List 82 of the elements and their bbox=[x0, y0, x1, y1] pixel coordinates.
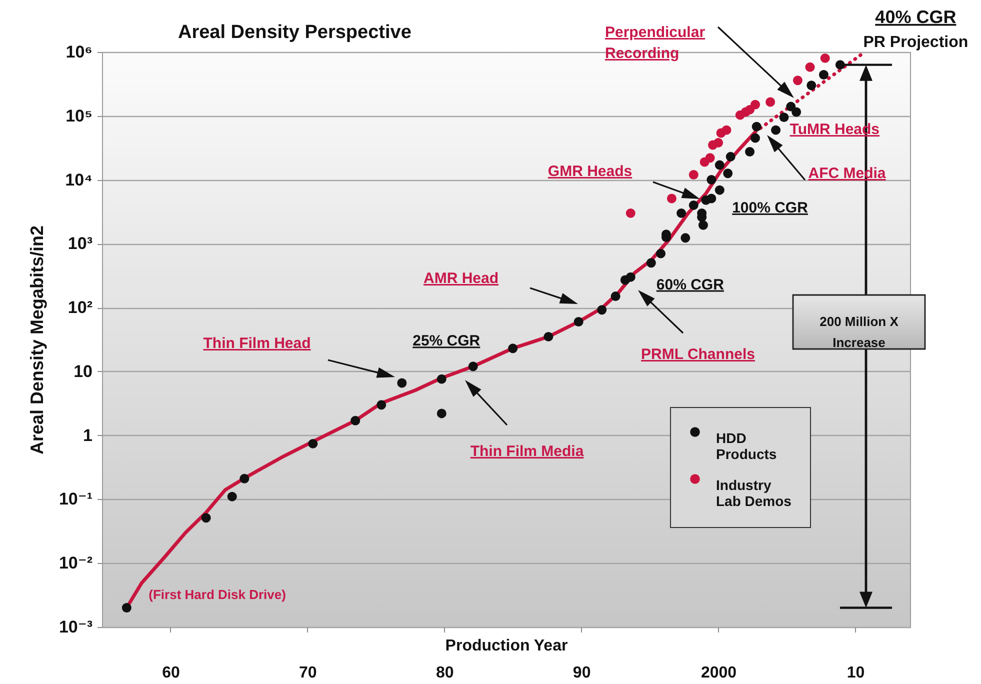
point bbox=[227, 492, 237, 502]
point bbox=[436, 374, 446, 384]
point bbox=[771, 125, 781, 135]
point bbox=[666, 194, 676, 204]
x-tick-label: 2000 bbox=[700, 664, 737, 682]
y-tick-label: 10⁵ bbox=[66, 106, 92, 126]
point bbox=[752, 122, 762, 132]
point bbox=[750, 133, 760, 143]
point bbox=[714, 138, 724, 148]
point bbox=[508, 344, 518, 354]
x-axis-title: Production Year bbox=[445, 638, 568, 654]
point bbox=[610, 292, 620, 302]
point bbox=[705, 153, 715, 163]
point bbox=[350, 416, 360, 426]
x-tick-label: 80 bbox=[436, 664, 454, 682]
x-tick-label: 70 bbox=[299, 664, 317, 682]
point bbox=[806, 80, 816, 90]
point bbox=[656, 248, 666, 258]
point bbox=[722, 125, 732, 135]
chart-title: Areal Density Perspective bbox=[178, 22, 412, 43]
point bbox=[745, 146, 755, 156]
y-tick-label: 10⁻² bbox=[58, 554, 93, 573]
point bbox=[397, 378, 407, 388]
point bbox=[676, 208, 686, 218]
annotation: 200 Million X Increase bbox=[820, 314, 899, 350]
legend-label: HDD Products bbox=[716, 430, 777, 462]
y-axis-title: Areal Density Megabits/in2 bbox=[26, 225, 47, 455]
x-tick-label: 10 bbox=[846, 664, 865, 682]
annotation: PRML Channels bbox=[641, 346, 755, 363]
annotation: Thin Film Media bbox=[470, 443, 584, 460]
point bbox=[626, 208, 636, 218]
point bbox=[750, 100, 760, 110]
point bbox=[468, 362, 478, 372]
point bbox=[805, 62, 815, 72]
y-tick-label: 10⁻³ bbox=[58, 618, 93, 636]
y-tick-label: 1 bbox=[83, 426, 92, 445]
y-tick-label: 10⁶ bbox=[66, 42, 92, 62]
point bbox=[706, 194, 716, 204]
point bbox=[779, 112, 789, 122]
point bbox=[308, 438, 318, 448]
y-tick-label: 10 bbox=[74, 362, 92, 381]
annotation: Thin Film Head bbox=[203, 335, 311, 352]
point bbox=[646, 258, 656, 268]
point bbox=[766, 97, 776, 107]
point bbox=[820, 53, 830, 63]
x-tick-label: 60 bbox=[162, 664, 180, 682]
annotation: PR Projection bbox=[863, 34, 968, 51]
point bbox=[818, 70, 828, 80]
annotation: 40% CGR bbox=[875, 6, 956, 27]
point bbox=[714, 185, 724, 195]
y-tick-label: 10⁻¹ bbox=[58, 490, 93, 509]
point bbox=[376, 400, 386, 410]
point bbox=[688, 170, 698, 180]
point bbox=[714, 160, 724, 170]
annotation: 100% CGR bbox=[732, 199, 808, 216]
legend-label: Industry Lab Demos bbox=[716, 477, 792, 509]
point bbox=[626, 272, 636, 282]
point bbox=[574, 316, 584, 326]
point bbox=[792, 76, 802, 86]
point bbox=[436, 408, 446, 418]
annotation: Perpendicular Recording bbox=[605, 24, 706, 62]
point bbox=[723, 168, 733, 178]
point bbox=[688, 200, 698, 210]
annotation: 60% CGR bbox=[656, 276, 724, 294]
y-tick-label: 10³ bbox=[68, 234, 93, 254]
y-tick-label: 10⁴ bbox=[65, 170, 92, 190]
annotation: AMR Head bbox=[423, 270, 499, 287]
point bbox=[680, 233, 690, 243]
point bbox=[698, 220, 708, 230]
y-tick-label: 10² bbox=[68, 298, 93, 318]
point bbox=[544, 332, 554, 342]
point bbox=[597, 305, 607, 315]
annotation: 25% CGR bbox=[412, 332, 480, 350]
point bbox=[122, 603, 132, 612]
point bbox=[240, 474, 250, 484]
point bbox=[706, 175, 716, 185]
annotation: (First Hard Disk Drive) bbox=[148, 586, 286, 602]
point bbox=[201, 513, 211, 523]
annotation: GMR Heads bbox=[548, 163, 632, 180]
x-tick-label: 90 bbox=[572, 664, 591, 682]
point bbox=[792, 107, 802, 117]
point bbox=[726, 152, 736, 162]
